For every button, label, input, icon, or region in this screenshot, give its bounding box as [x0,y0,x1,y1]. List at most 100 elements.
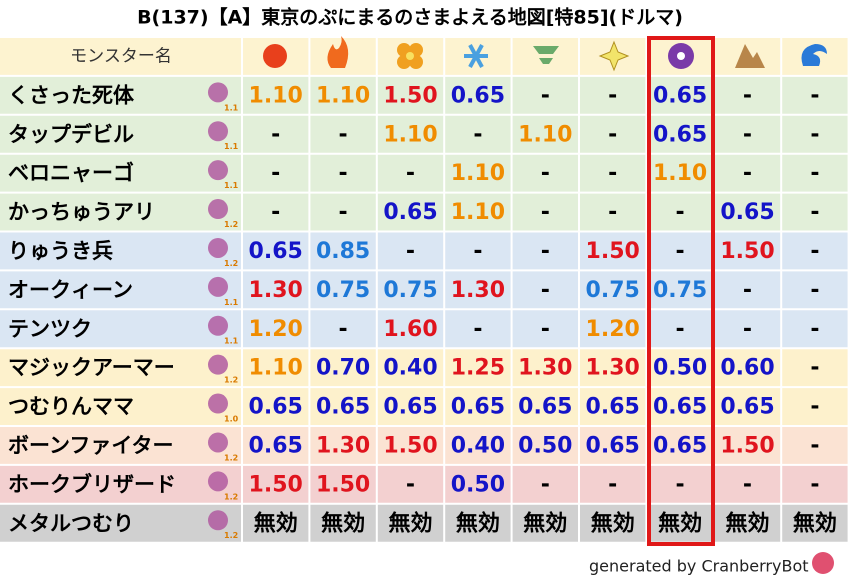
row-bg [0,192,849,232]
monster-name: ホークブリザード [8,472,176,496]
cell-value: - [743,83,752,108]
cell-value: 0.65 [316,395,370,420]
monster-name: くさった死体 [8,83,135,107]
cell-value: - [541,200,550,225]
monster-icon [208,160,228,181]
cell-value: - [810,83,819,108]
cell-value: 0.65 [586,433,640,458]
cell-value: 1.50 [586,239,640,264]
monster-level: 1.2 [224,531,238,540]
cell-value: 1.10 [249,83,303,108]
cell-value: 1.30 [316,433,370,458]
cell-value: - [271,161,280,186]
cell-value: 0.75 [383,278,437,303]
cell-value: 0.40 [383,356,437,381]
monster-icon [208,315,228,336]
cell-value: 1.50 [720,239,774,264]
cell-value: 0.65 [451,395,505,420]
monster-name: テンツク [8,317,92,341]
row-bg [0,309,849,349]
monster-level: 1.1 [224,103,239,112]
monster-name: つむりんママ [8,395,134,419]
cell-value: - [608,200,617,225]
row-bg [0,503,849,543]
row: タップデビル 1.1 - - 1.10 - 1.10 - 0.65 - - [0,114,849,154]
monster-level: 1.1 [224,298,239,307]
cell-value: - [541,239,550,264]
monster-level: 1.1 [224,142,239,151]
monster-name: タップデビル [8,122,134,146]
monster-level: 1.2 [224,259,238,268]
title: B(137)【A】東京のぷにまるのさまよえる地図[特85](ドルマ) [137,6,683,29]
cell-value: - [608,161,617,186]
monster-icon [208,199,228,220]
monster-level: 1.2 [224,492,238,501]
cell-value: - [810,278,819,303]
cell-value: - [743,472,752,497]
cell-value: 無効 [523,510,567,536]
cell-value: 0.65 [720,395,774,420]
cell-value: 0.65 [586,395,640,420]
cell-value: 0.65 [383,395,437,420]
row-bg [0,75,849,115]
cell-value: 0.75 [316,278,370,303]
cell-value: - [810,356,819,381]
monster-name: マジックアーマー [8,356,175,380]
cell-value: 1.30 [451,278,505,303]
icon-water [801,44,827,66]
icon-fire [263,44,287,68]
cell-value: - [271,122,280,147]
row: つむりんママ 1.0 0.65 0.65 0.65 0.65 0.65 0.65 0.65 0.6… [0,387,849,426]
monster-name: りゅうき兵 [8,239,113,263]
cell-value: 0.50 [653,356,707,381]
row: ホークブリザード 1.2 1.50 1.50 - 0.50 - - - - - [0,464,849,504]
cell-value: 1.60 [383,317,437,342]
row: オークィーン 1.1 1.30 0.75 0.75 1.30 - 0.75 0.75 - - [0,270,849,310]
cell-value: 0.70 [316,356,370,381]
icon-wind [533,46,559,64]
cell-value: 1.10 [451,200,505,225]
highlight-column [647,36,715,546]
cell-value: - [743,161,752,186]
row-bg [0,153,849,193]
row-bg [0,387,849,426]
monster-name: ボーンファイター [8,433,173,457]
cell-value: 1.20 [586,317,640,342]
monster-name: ベロニャーゴ [8,161,134,185]
cell-value: 0.75 [653,278,707,303]
element-icons [263,36,827,72]
cell-value: 無効 [254,510,298,536]
cell-value: - [541,278,550,303]
cell-value: - [406,472,415,497]
row: テンツク 1.1 1.20 - 1.60 - - 1.20 - - - [0,309,849,349]
icon-earth [735,44,765,68]
cell-value: 0.65 [653,83,707,108]
cell-value: 0.65 [383,200,437,225]
cell-value: - [339,200,348,225]
row-bg [0,426,849,465]
cell-value: - [473,122,482,147]
cell-value: - [676,200,685,225]
cell-value: 無効 [725,510,769,536]
cell-value: 無効 [591,510,635,536]
cell-value: 0.65 [653,433,707,458]
monster-level: 1.0 [224,415,239,424]
cell-value: 0.65 [249,395,303,420]
cell-value: - [608,472,617,497]
cell-value: 0.65 [249,239,303,264]
cell-value: - [406,161,415,186]
cell-value: 1.50 [383,433,437,458]
cell-value: - [541,317,550,342]
cell-value: - [473,317,482,342]
row: ベロニャーゴ 1.1 - - - 1.10 - - 1.10 - - [0,153,849,193]
cell-value: 1.50 [316,472,370,497]
monster-name: メタルつむり [8,511,134,535]
cell-value: - [676,472,685,497]
cell-value: 1.10 [451,161,505,186]
cell-value: 1.10 [316,83,370,108]
row-bg [0,270,849,310]
monster-level: 1.2 [224,220,238,229]
